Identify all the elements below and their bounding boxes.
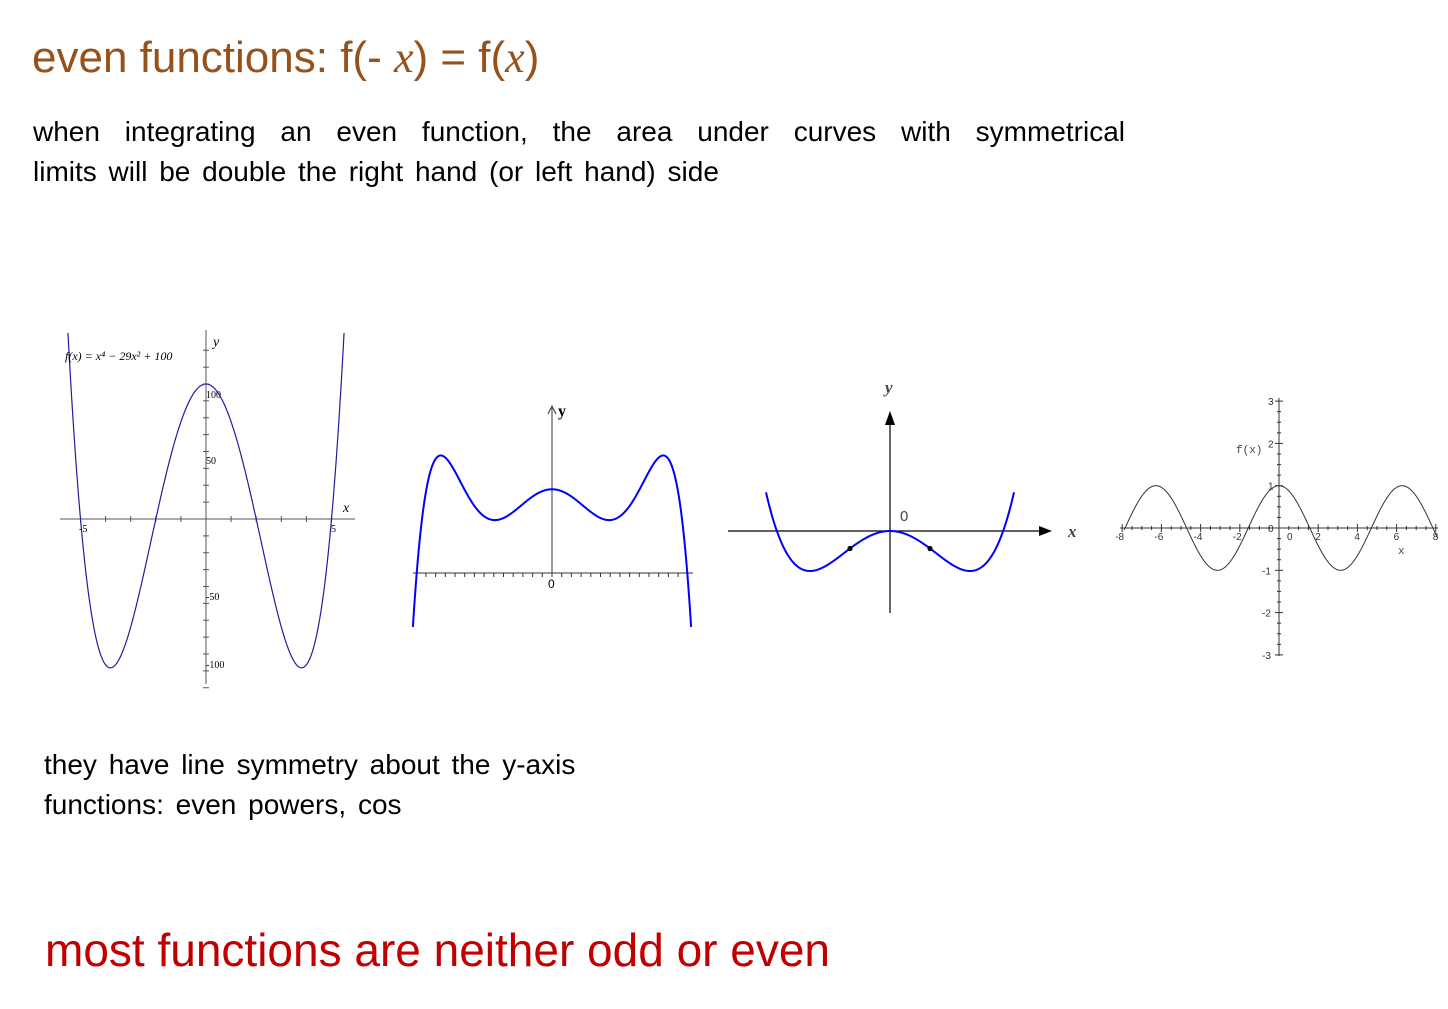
y-axis-arrow [885,411,895,425]
curve-point-left [847,545,853,552]
x-tick-label: 4 [1354,532,1360,543]
cosine-curve [1123,485,1439,571]
graph-cosine: -8 -6 -4 -2 0 2 4 6 8 3 2 1 0 -1 -2 -3 f(x) x [1112,392,1442,667]
graph-quartic: f(x) = x⁴ − 29x² + 100 y x 100 50 -50 -1… [55,322,365,692]
y-tick-label: -3 [1262,651,1271,662]
title-var-1: x [393,33,414,82]
x-tick-label: -6 [1154,532,1163,543]
title-prefix: even functions: f(- [32,33,394,82]
x-tick-label: -4 [1194,532,1203,543]
y-tick-label: 3 [1268,397,1274,408]
symmetry-notes: they have line symmetry about the y-axis… [44,745,575,825]
graph-double-dip-svg: y x 0 [728,378,1077,613]
y-tick-label: 0 [1268,524,1274,535]
intro-text: when integrating an even function, the a… [33,112,1125,192]
double-dip-curve [765,492,1015,573]
intro-line-1: when integrating an even function, the a… [33,116,1125,147]
footer-statement: most functions are neither odd or even [45,924,831,976]
x-tick-label: -8 [1115,532,1124,543]
tick-label-5: 5 [331,524,336,535]
x-axis-arrow [1039,526,1052,536]
graph-w-shape: y 0 [405,398,700,638]
origin-label: 0 [900,508,908,525]
y-axis-label: y [558,403,566,420]
x-axis-label: x [1067,522,1077,541]
tick-label-50: 50 [206,456,216,467]
y-axis-label: f(x) [1236,445,1262,457]
tick-label-100: 100 [206,390,221,401]
x-tick-label: 2 [1315,532,1321,543]
curve-point-right [927,545,933,552]
graph-cosine-svg: -8 -6 -4 -2 0 2 4 6 8 3 2 1 0 -1 -2 -3 f(x) x [1115,397,1439,662]
tick-label-neg5: -5 [79,524,87,535]
intro-line-2: limits will be double the right hand (or… [33,156,719,187]
y-axis-label: y [883,378,893,397]
x-axis-label: x [1398,546,1405,558]
y-tick-label: -2 [1262,609,1271,620]
x-tick-label: 8 [1433,532,1439,543]
notes-line-2: functions: even powers, cos [44,789,402,820]
x-tick-label: -2 [1233,532,1242,543]
origin-label: 0 [548,577,555,591]
y-axis-label: y [211,335,220,350]
slide-title: even functions: f(- x) = f(x) [32,30,539,86]
y-tick-label: 2 [1268,439,1274,450]
notes-line-1: they have line symmetry about the y-axis [44,749,576,780]
graph-quartic-svg: f(x) = x⁴ − 29x² + 100 y x 100 50 -50 -1… [60,330,355,689]
y-tick-label: -1 [1262,566,1271,577]
x-axis-label: x [342,501,350,516]
title-var-2: x [505,33,525,82]
title-middle: ) = f( [413,33,506,82]
x-tick-label: 6 [1394,532,1400,543]
y-axis-arrow [547,404,557,415]
y-tick-label: 1 [1268,482,1274,493]
graph-double-dip: y x 0 [725,375,1085,620]
graph-w-shape-svg: y 0 [411,403,693,627]
tick-label-neg100: -100 [206,660,224,671]
title-suffix: ) [524,33,540,82]
quartic-curve [67,332,345,669]
x-tick-label: 0 [1287,532,1293,543]
w-curve [411,454,693,627]
formula-label: f(x) = x⁴ − 29x² + 100 [65,349,172,363]
tick-label-neg50: -50 [206,592,219,603]
